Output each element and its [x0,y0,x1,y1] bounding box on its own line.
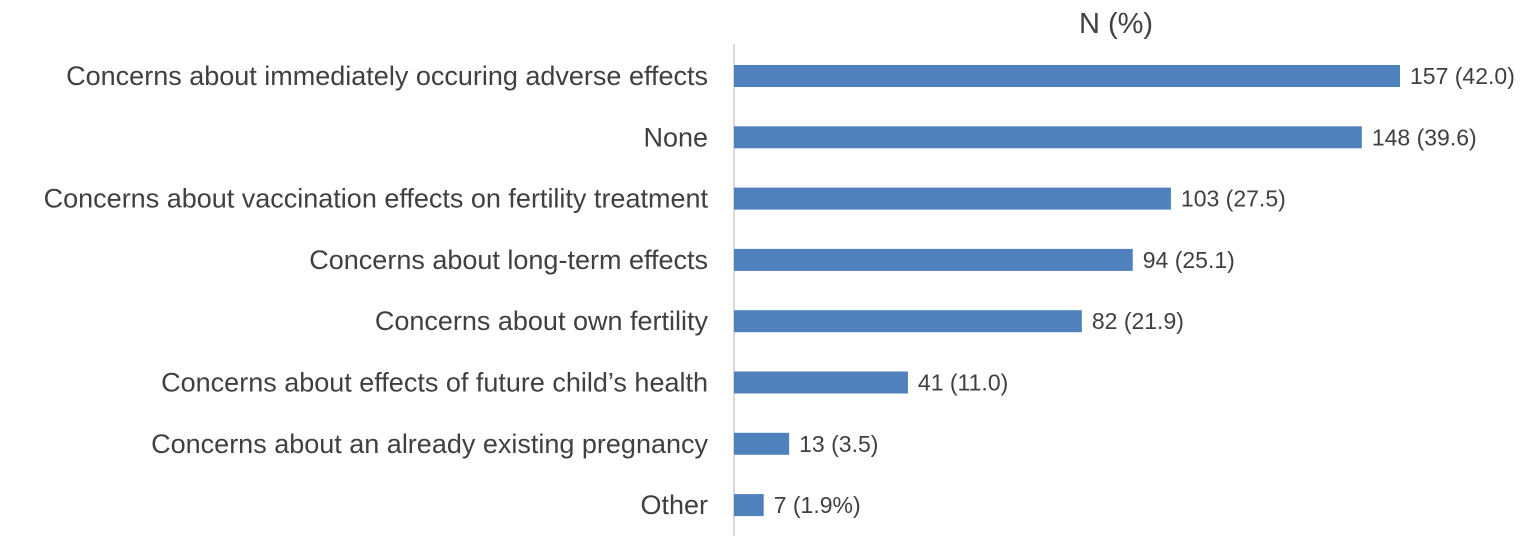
data-label: 148 (39.6) [1372,124,1477,150]
data-label: 41 (11.0) [918,370,1008,396]
category-label: Concerns about own fertility [375,306,709,336]
category-label: None [643,122,708,152]
bar-concerns-about-long-term-effects [734,248,1133,271]
bar-concerns-about-vaccination-effects-on-fertility-treatment [734,187,1171,210]
category-label: Concerns about an already existing pregn… [151,429,708,459]
data-labels: 157 (42.0) 148 (39.6) 103 (27.5) 94 (25.1) 8… [774,63,1515,518]
data-label: 7 (1.9%) [774,492,861,518]
category-label: Other [640,490,708,520]
data-label: 103 (27.5) [1181,186,1286,212]
bar-concerns-about-immediately-occuring-adverse-effects [734,65,1400,87]
data-label: 94 (25.1) [1143,247,1235,273]
data-label: 157 (42.0) [1410,63,1515,89]
category-label: Concerns about long-term effects [309,245,708,275]
category-label: Concerns about effects of future child’s… [161,368,708,398]
bar-concerns-about-an-already-existing-pregnancy [734,432,790,455]
bar-none [734,126,1362,149]
bar-series [734,65,1400,517]
category-label: Concerns about immediately occuring adve… [66,61,708,91]
data-label: 82 (21.9) [1092,308,1184,334]
bar-concerns-about-own-fertility [734,310,1082,333]
chart-title: N (%) [1079,8,1153,40]
category-axis-labels: Concerns about immediately occuring adve… [44,61,709,520]
bar-concerns-about-effects-of-future-child-s-health [734,371,908,394]
category-label: Concerns about vaccination effects on fe… [44,184,709,214]
data-label: 13 (3.5) [799,431,878,457]
bar-other [734,494,764,517]
